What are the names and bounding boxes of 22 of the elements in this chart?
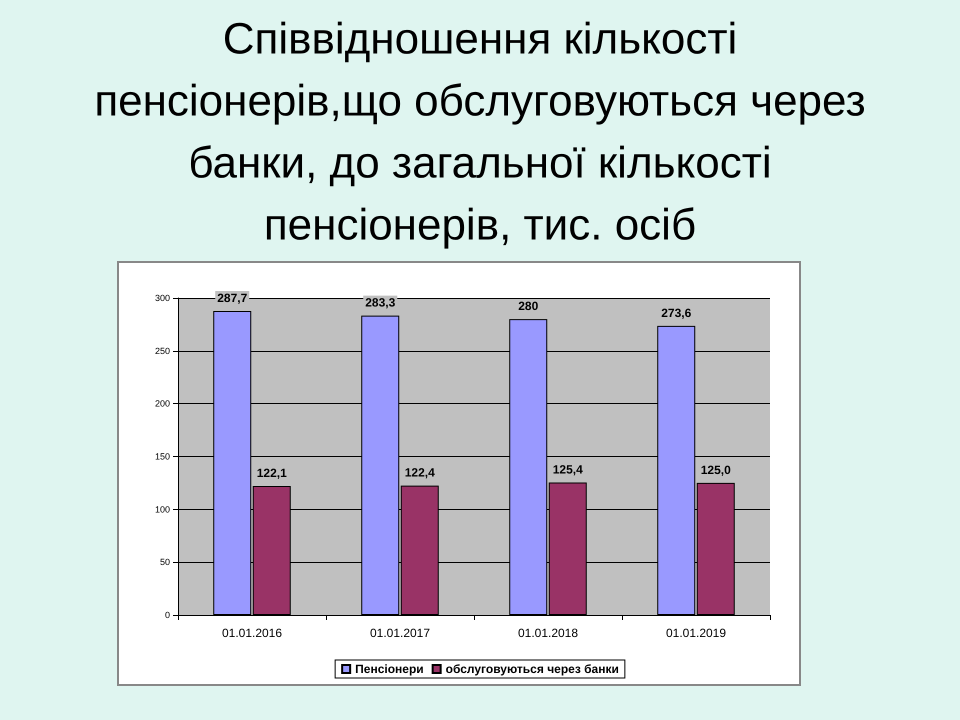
data-label: 122,4 (404, 466, 436, 480)
data-label: 273,6 (661, 306, 692, 320)
y-tick-label: 200 (154, 398, 170, 409)
y-tick-label: 50 (160, 557, 170, 568)
data-label: 122,1 (256, 466, 288, 480)
y-tick-label: 100 (154, 504, 170, 514)
y-tick-label: 0 (164, 610, 170, 620)
data-label: 287,7 (217, 290, 248, 305)
legend-label: Пенсіонери (355, 662, 424, 676)
x-tick-label: 01.01.2019 (666, 626, 726, 640)
data-label: 125,0 (700, 462, 732, 477)
data-label: 283,3 (365, 296, 396, 310)
y-tick-label: 150 (154, 452, 170, 462)
data-label: 125,4 (552, 462, 584, 476)
data-label: 280 (518, 299, 539, 314)
chart-title: Співвідношення кількості пенсіонерів,що обслуговуються через банки, до загальної кількості пенсіонерів, тис. осіб (94, 14, 866, 250)
y-tick-label: 250 (154, 346, 170, 356)
x-tick-label: 01.01.2016 (222, 626, 282, 640)
x-tick-label: 01.01.2018 (518, 626, 578, 640)
y-tick-label: 300 (154, 293, 170, 303)
x-tick-label: 01.01.2017 (370, 626, 430, 640)
legend-label: обслуговуються через банки (446, 662, 619, 676)
